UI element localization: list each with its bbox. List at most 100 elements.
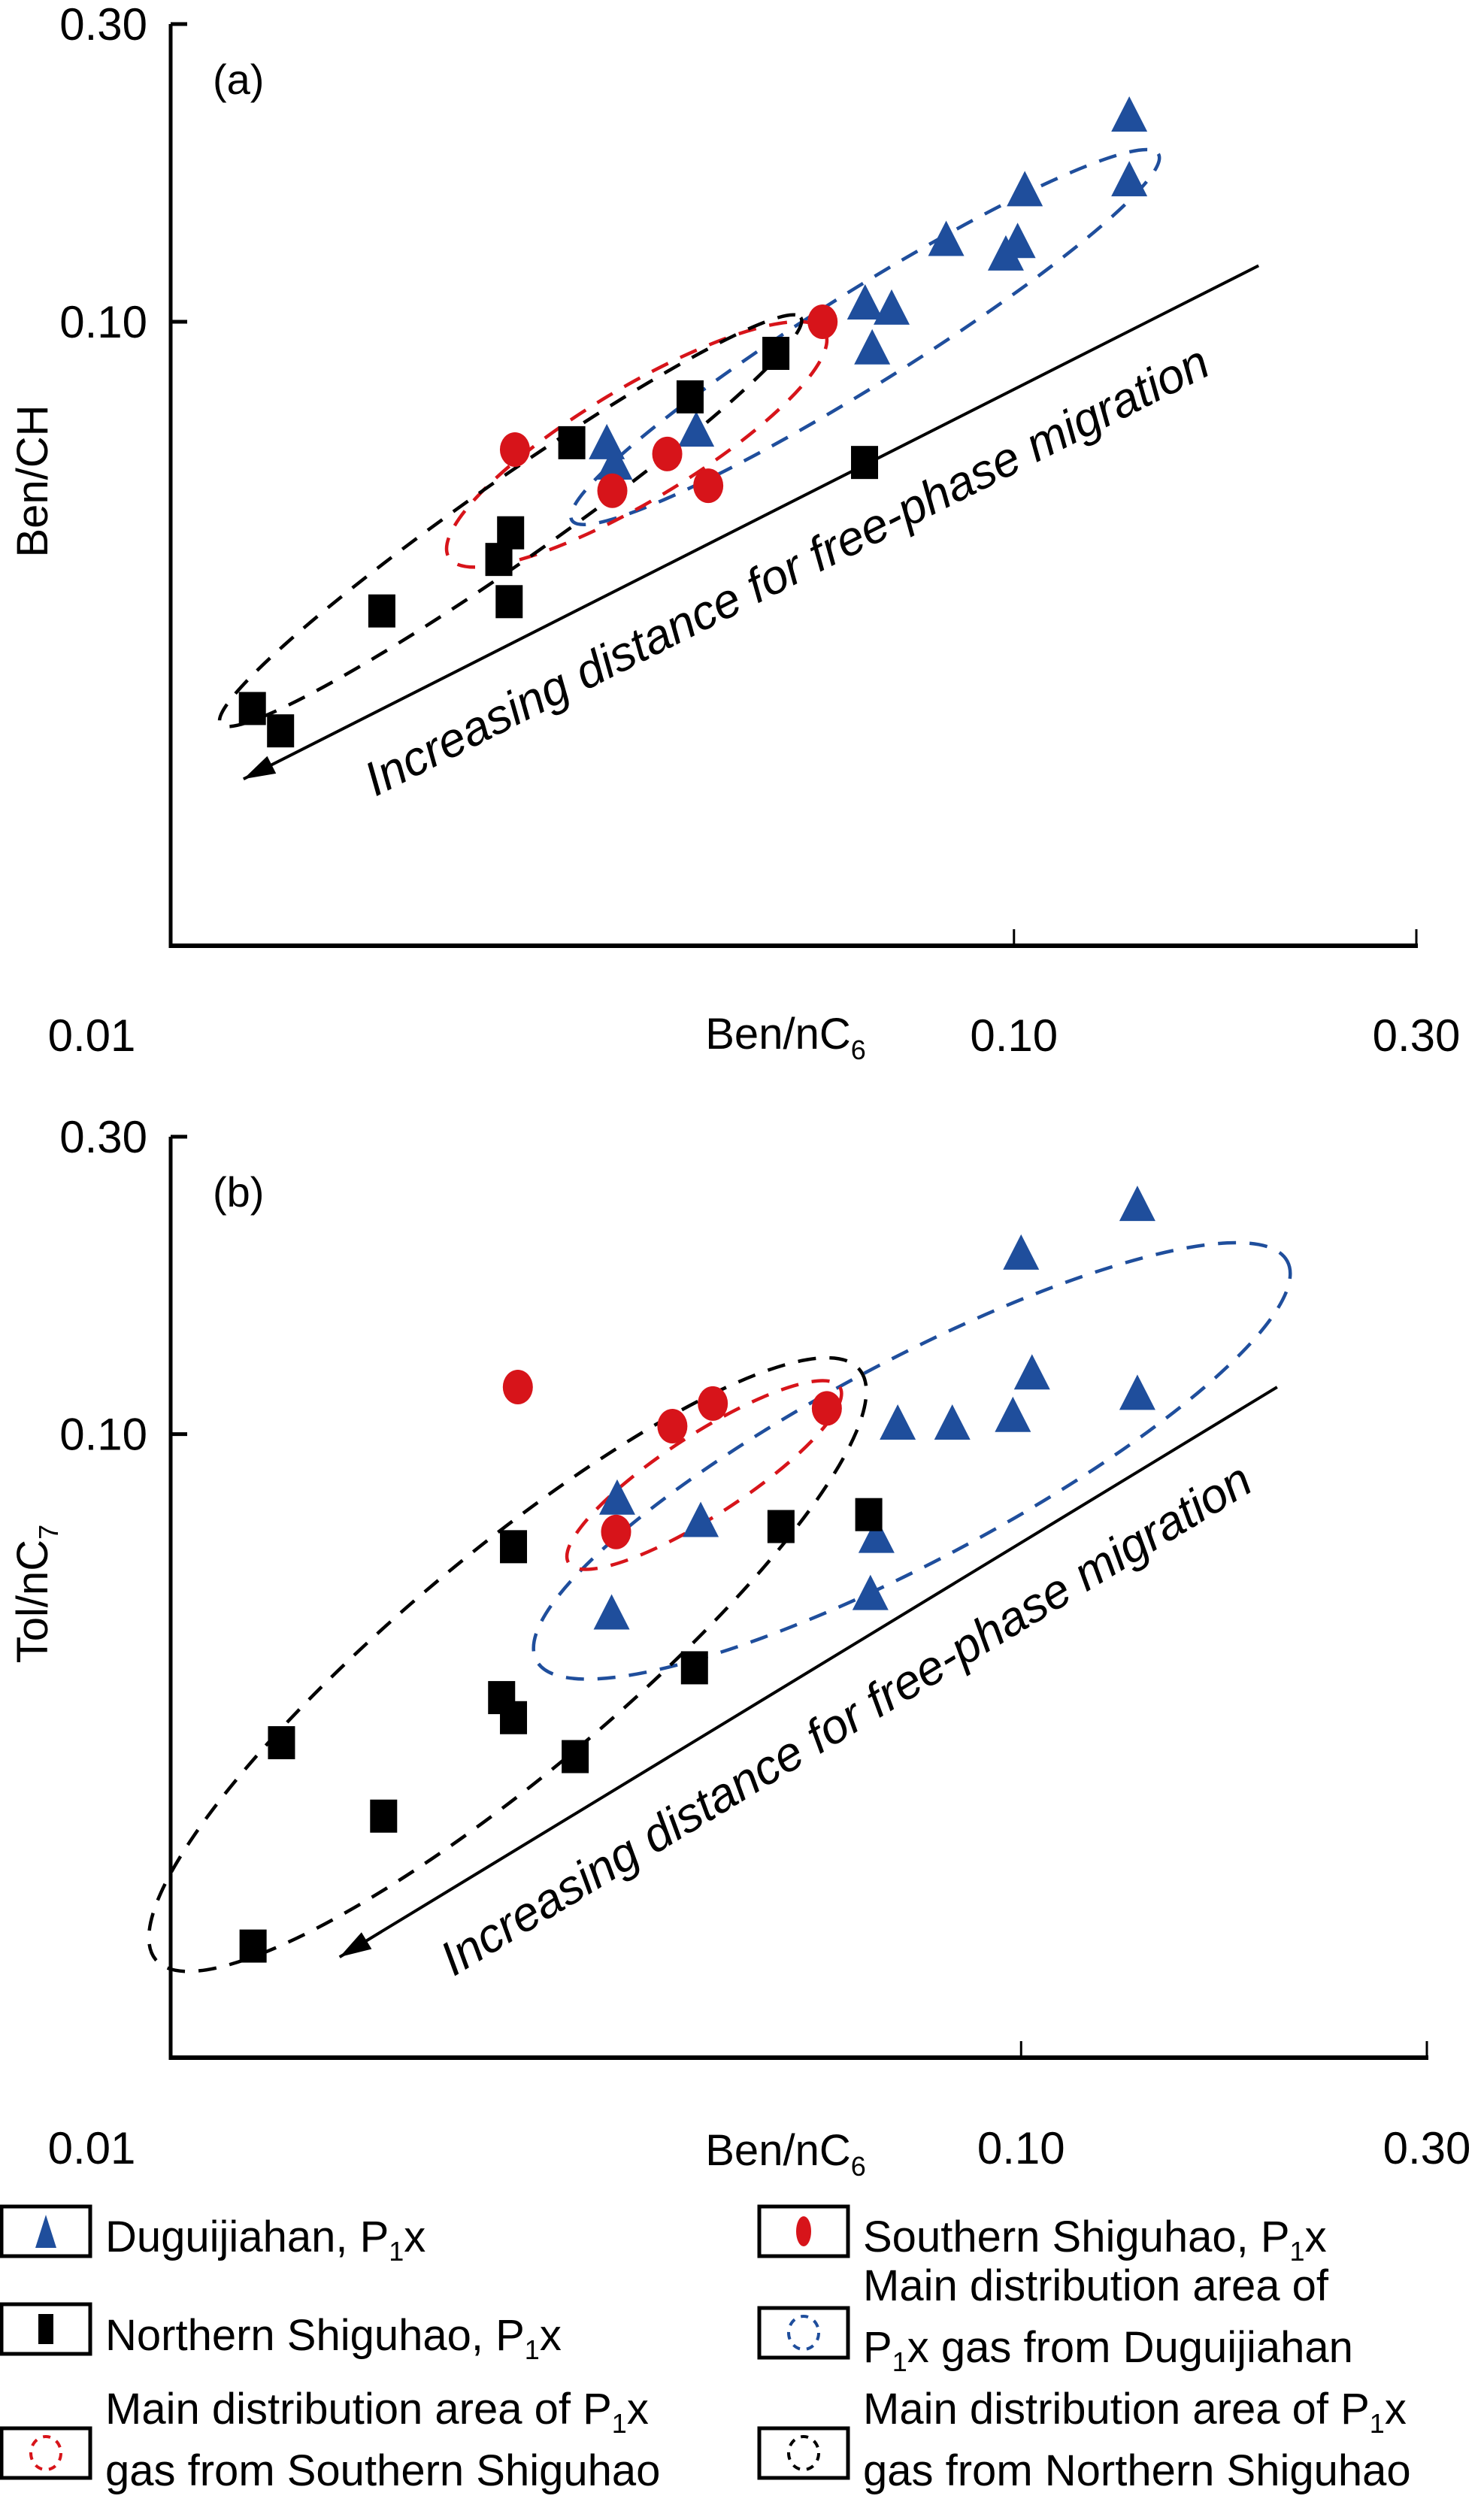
- legend-label-text: Main distribution area of P: [863, 2385, 1370, 2434]
- x-tick-label: 0.01: [48, 2123, 136, 2173]
- series-circle: [502, 1370, 842, 1549]
- x-axis-title-main: Ben/nC: [705, 2126, 850, 2175]
- legend-item: Northern Shiguhao, P1x: [0, 2302, 562, 2365]
- data-point-triangle: [1111, 96, 1148, 132]
- y-tick-label: 0.10: [59, 297, 147, 347]
- data-point-triangle: [683, 1501, 719, 1537]
- data-point-triangle: [596, 444, 633, 480]
- data-point-square: [500, 1530, 528, 1564]
- series-triangle: [593, 1186, 1155, 1630]
- legend-label-text: Duguijiahan, P: [105, 2213, 389, 2261]
- legend-label: Northern Shiguhao, P1x: [105, 2311, 562, 2365]
- panel-a-chart: 0.10 0.30 0.01 0.10 0.30 Ben/nC6 Ben/CH (a) Incr…: [8, 0, 1460, 1065]
- legend-label-text: x: [540, 2311, 562, 2360]
- data-point-square: [680, 1651, 708, 1685]
- data-point-triangle: [995, 1396, 1031, 1432]
- distribution-regions: [147, 1240, 1292, 1973]
- arrow-head-icon: [339, 1932, 372, 1958]
- data-point-triangle: [678, 411, 715, 447]
- data-point-circle: [601, 1514, 631, 1549]
- x-axis-title-subscript: 6: [851, 2151, 866, 2182]
- legend-label-text: x: [404, 2213, 426, 2261]
- distribution-ellipse: [569, 147, 1161, 527]
- legend-item: Southern Shiguhao, P1x: [757, 2204, 1327, 2267]
- data-point-square: [495, 585, 523, 619]
- legend: Duguijiahan, P1x Southern Shiguhao, P1xNo…: [0, 2204, 1411, 2495]
- triangle-marker-icon: [35, 2215, 56, 2248]
- legend-label-subscript: 1: [612, 2408, 627, 2439]
- y-tick-label: 0.30: [59, 0, 147, 50]
- legend-label-text: gas from Northern Shiguhao: [863, 2446, 1411, 2495]
- data-point-square: [767, 1510, 795, 1543]
- data-point-square: [485, 543, 513, 577]
- legend-label-text: x: [627, 2385, 649, 2434]
- x-tick-label: 0.30: [1383, 2123, 1471, 2173]
- data-point-triangle: [1119, 1374, 1155, 1410]
- data-point-square: [562, 1740, 589, 1773]
- dashed-ellipse-icon: [29, 2435, 62, 2471]
- data-point-triangle: [593, 1594, 630, 1630]
- data-point-square: [368, 594, 395, 628]
- data-point-circle: [502, 1370, 533, 1405]
- legend-label: Duguijiahan, P1x: [105, 2213, 426, 2267]
- migration-arrow-line: [338, 1386, 1278, 1958]
- data-point-square: [239, 1929, 267, 1963]
- dashed-ellipse-icon: [787, 2435, 820, 2471]
- data-point-square: [267, 714, 295, 748]
- data-point-square: [762, 337, 790, 371]
- data-point-circle: [657, 1409, 688, 1444]
- data-point-triangle: [1007, 171, 1043, 207]
- x-axis-title-main: Ben/nC: [705, 1010, 850, 1059]
- data-point-triangle: [1013, 1354, 1050, 1390]
- data-point-triangle: [874, 289, 910, 325]
- legend-label-text: Northern Shiguhao, P: [105, 2311, 525, 2360]
- data-point-square: [500, 1701, 528, 1734]
- y-tick-label: 0.10: [59, 1410, 147, 1460]
- legend-item: Main distribution area of P1x gas from No…: [757, 2385, 1411, 2495]
- x-tick-label: 0.30: [1373, 1010, 1461, 1061]
- data-point-circle: [652, 436, 683, 471]
- data-point-circle: [597, 473, 628, 508]
- x-tick-label: 0.10: [977, 2123, 1065, 2173]
- data-point-square: [238, 692, 266, 725]
- data-point-triangle: [880, 1404, 916, 1440]
- data-point-square: [268, 1726, 295, 1760]
- migration-arrow-line: [242, 264, 1260, 781]
- data-point-square: [855, 1498, 883, 1531]
- legend-label-subscript: 1: [525, 2334, 540, 2365]
- x-tick-label: 0.10: [970, 1010, 1058, 1061]
- series-circle: [499, 304, 838, 508]
- series-square: [238, 337, 879, 748]
- data-point-triangle: [852, 1574, 889, 1610]
- legend-label: P1x gas from Duguijiahan: [863, 2323, 1353, 2377]
- series-square: [239, 1498, 883, 1963]
- data-point-square: [558, 426, 586, 459]
- legend-label-text: Southern Shiguhao, P: [863, 2213, 1290, 2261]
- arrow-head-icon: [243, 756, 277, 780]
- legend-swatch-box: [757, 2426, 850, 2480]
- data-point-circle: [499, 432, 530, 468]
- y-tick-label: 0.30: [59, 1112, 147, 1162]
- data-point-square: [851, 446, 879, 480]
- data-point-triangle: [1003, 1234, 1040, 1270]
- legend-item: Main distribution area of P1x gas from So…: [0, 2385, 660, 2495]
- data-point-circle: [807, 304, 838, 340]
- legend-label: gas from Northern Shiguhao: [863, 2446, 1411, 2495]
- x-axis-title: Ben/nC6: [705, 1010, 866, 1065]
- legend-label-subscript: 1: [1290, 2236, 1305, 2267]
- y-axis-title-subscript: 7: [33, 1525, 64, 1540]
- legend-label-text: Main distribution area of: [863, 2261, 1329, 2310]
- data-point-triangle: [598, 1479, 635, 1515]
- data-point-triangle: [987, 235, 1024, 271]
- data-point-triangle: [589, 423, 625, 459]
- legend-label: Southern Shiguhao, P1x: [863, 2213, 1327, 2267]
- legend-label-text: Main distribution area of P: [105, 2385, 612, 2434]
- panel-label: (b): [213, 1168, 264, 1216]
- y-axis-title-main: Ben/CH: [8, 404, 57, 557]
- legend-label-subscript: 1: [1370, 2408, 1385, 2439]
- migration-annotation: Increasing distance for free-phase migra…: [431, 1452, 1261, 1985]
- distribution-ellipse: [217, 313, 804, 728]
- y-axis-title: Ben/CH: [8, 404, 57, 557]
- panel-label: (a): [213, 56, 264, 103]
